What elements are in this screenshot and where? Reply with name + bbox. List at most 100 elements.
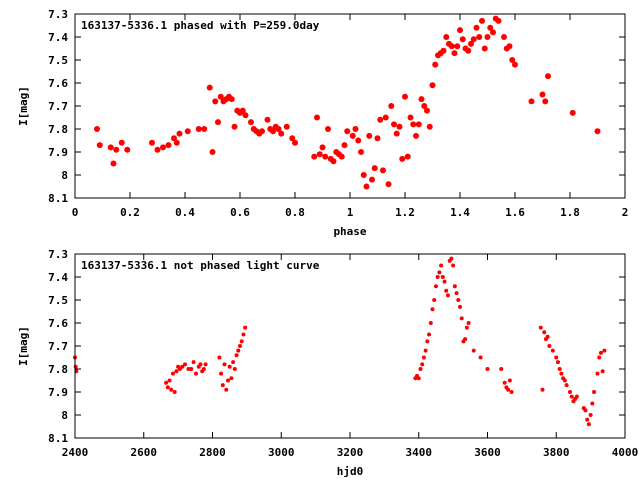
phased-x-tick-label: 0.6 <box>230 206 250 219</box>
unphased-data-point <box>164 380 169 385</box>
phased-data-point <box>382 114 389 121</box>
phased-data-point <box>330 158 337 165</box>
phased-data-point <box>459 36 466 43</box>
phased-data-point <box>542 98 549 105</box>
phased-data-point <box>239 107 246 114</box>
phased-y-tick-label: 7.9 <box>48 146 68 159</box>
unphased-data-point <box>416 376 421 381</box>
phased-data-point <box>484 34 491 40</box>
unphased-x-axis-label: hjd0 <box>337 465 364 478</box>
phased-data-point <box>165 142 172 149</box>
phased-data-point <box>569 109 576 116</box>
phased-y-tick-label: 7.7 <box>48 100 68 113</box>
unphased-data-point <box>201 367 206 371</box>
unphased-plot-frame <box>74 253 626 439</box>
phased-data-point <box>349 132 356 139</box>
phased-data-point <box>506 43 513 50</box>
phased-data-point <box>259 128 265 135</box>
unphased-x-tick-label: 3800 <box>543 446 570 459</box>
unphased-data-point <box>586 422 591 427</box>
phased-data-point <box>325 126 331 132</box>
phased-data-point <box>415 121 422 128</box>
unphased-data-point <box>440 275 445 279</box>
unphased-data-point <box>485 367 490 371</box>
unphased-x-tick-label: 2400 <box>62 446 89 459</box>
unphased-y-tick-label: 7.9 <box>48 386 68 399</box>
unphased-data-point <box>600 369 605 374</box>
unphased-data-point <box>506 387 511 392</box>
unphased-data-point <box>236 348 241 353</box>
unphased-data-point <box>569 394 574 399</box>
unphased-data-point <box>172 390 177 394</box>
phased-x-tick-label: 1.4 <box>450 206 470 219</box>
unphased-data-points <box>73 256 607 427</box>
unphased-data-point <box>174 369 179 374</box>
unphased-data-point <box>428 321 433 325</box>
phased-y-axis-label: I[mag] <box>17 86 30 126</box>
phased-data-point <box>206 84 213 91</box>
phased-data-point <box>292 139 298 146</box>
phased-data-point <box>393 130 400 137</box>
unphased-data-point <box>538 325 543 330</box>
phased-data-point <box>377 116 384 123</box>
unphased-data-point <box>509 390 514 394</box>
unphased-data-point <box>602 348 607 353</box>
unphased-y-tick-label: 7.7 <box>48 340 68 353</box>
phased-data-point <box>470 36 477 43</box>
phased-data-point <box>487 24 494 31</box>
phased-data-point <box>322 153 329 160</box>
unphased-data-point <box>540 387 545 392</box>
phased-y-tick-label: 7.4 <box>48 31 68 44</box>
phased-data-point <box>154 146 161 153</box>
phased-data-point <box>94 126 100 132</box>
phased-data-point <box>388 103 395 109</box>
phased-data-point <box>344 128 351 135</box>
unphased-data-point <box>464 325 469 330</box>
phased-data-point <box>231 123 238 130</box>
unphased-data-point <box>502 380 507 385</box>
unphased-data-point <box>597 355 602 360</box>
phased-data-point <box>501 34 507 40</box>
phased-data-point <box>228 96 235 103</box>
phased-data-points <box>94 15 601 190</box>
unphased-data-point <box>454 291 459 296</box>
phased-data-point <box>495 17 502 24</box>
unphased-data-point <box>592 390 597 394</box>
phased-data-point <box>195 126 202 132</box>
unphased-data-point <box>478 355 483 360</box>
phased-data-point <box>465 47 472 54</box>
phased-data-point <box>374 135 381 142</box>
phased-data-point <box>316 151 323 158</box>
unphased-data-point <box>239 339 244 344</box>
phased-y-tick-labels: 7.3 7.4 7.5 7.6 7.7 7.8 7.9 8 8.1 <box>48 8 68 205</box>
unphased-data-point <box>222 362 227 367</box>
unphased-data-point <box>554 355 559 360</box>
phased-y-tick-label: 8 <box>61 169 68 182</box>
unphased-data-point <box>425 339 430 344</box>
phased-x-tick-label: 1.2 <box>395 206 415 219</box>
phased-data-point <box>418 96 425 103</box>
unphased-data-point <box>452 284 457 289</box>
phased-data-point <box>96 142 103 149</box>
unphased-data-point <box>227 364 232 369</box>
phased-y-tick-label: 7.5 <box>48 54 68 67</box>
phased-data-point <box>314 114 320 121</box>
phased-data-point <box>473 24 480 31</box>
phased-data-point <box>338 153 345 160</box>
unphased-x-tick-label: 3000 <box>268 446 295 459</box>
phased-y-tick-label: 7.8 <box>48 123 68 136</box>
unphased-y-tick-label: 8.1 <box>48 432 68 445</box>
phased-data-point <box>201 126 208 132</box>
unphased-data-point <box>217 355 222 360</box>
unphased-data-point <box>559 371 564 376</box>
phased-data-point <box>124 146 131 153</box>
phased-data-point <box>468 40 474 47</box>
unphased-data-point <box>420 362 425 367</box>
phased-data-point <box>248 119 254 126</box>
unphased-data-point <box>583 408 588 413</box>
phased-data-point <box>545 73 551 80</box>
unphased-data-point <box>547 344 552 348</box>
unphased-data-point <box>588 413 593 417</box>
unphased-x-tick-label: 2800 <box>199 446 226 459</box>
phased-data-point <box>407 114 414 121</box>
